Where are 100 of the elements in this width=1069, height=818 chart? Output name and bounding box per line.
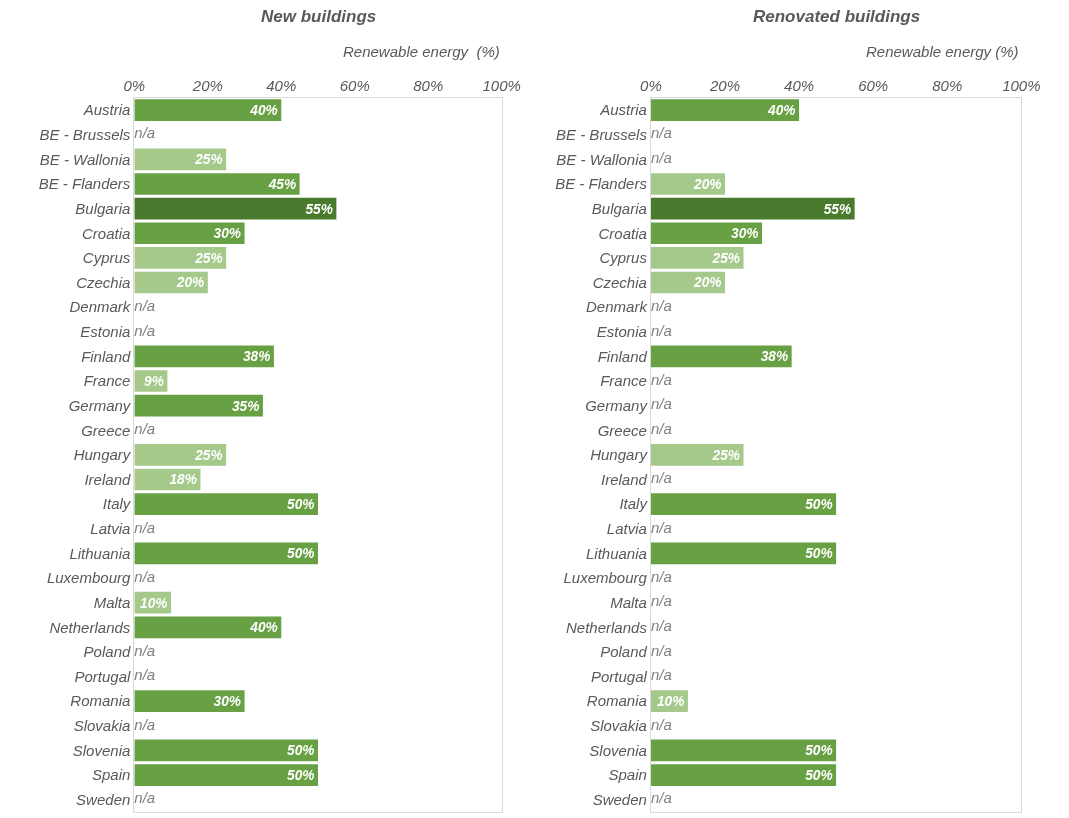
bar — [650, 444, 744, 466]
text: n/a — [134, 124, 156, 142]
y-tick-label: BE - Brussels — [39, 125, 131, 143]
y-tick-label: Finland — [81, 347, 131, 365]
data-label: 50% — [287, 497, 315, 513]
data-label: 20% — [693, 275, 722, 291]
y-tick-label: Poland — [600, 643, 648, 661]
x-axis-title: Renewable energy (%) — [343, 43, 500, 60]
y-tick-label: Greece — [81, 421, 131, 439]
bar — [650, 197, 855, 220]
y-tick-label: Romania — [70, 692, 131, 710]
y-tick-label: Luxembourg — [563, 569, 648, 587]
y-tick-label: Netherlands — [566, 618, 648, 636]
x-tick-label: 0% — [123, 76, 146, 94]
text: n/a — [650, 321, 672, 339]
x-tick-label: 80% — [932, 76, 963, 94]
data-label: 50% — [287, 743, 315, 759]
bar — [650, 739, 837, 762]
y-tick-label: Netherlands — [49, 618, 131, 636]
data-label: 30% — [213, 226, 242, 242]
y-tick-label: BE - Wallonia — [556, 150, 647, 168]
y-tick-label: Luxembourg — [46, 569, 131, 587]
text: n/a — [134, 789, 156, 807]
y-tick-label: Malta — [610, 593, 647, 611]
y-tick-label: Poland — [83, 643, 131, 661]
y-tick-label: BE - Flanders — [555, 175, 648, 193]
x-tick-label: 100% — [482, 76, 521, 94]
text: n/a — [650, 592, 672, 610]
text: n/a — [650, 469, 672, 487]
bar — [134, 222, 245, 245]
x-tick-label: 60% — [339, 76, 370, 94]
bar — [134, 690, 245, 713]
y-tick-label: Lithuania — [69, 544, 131, 562]
text: n/a — [650, 395, 672, 413]
x-tick-label: 40% — [784, 76, 815, 94]
data-label: 30% — [213, 694, 242, 710]
data-label: 20% — [175, 275, 205, 291]
bar — [134, 444, 227, 466]
y-tick-label: Czechia — [76, 273, 131, 291]
bar — [650, 493, 837, 515]
y-tick-label: Spain — [91, 766, 131, 784]
data-label: 50% — [805, 497, 833, 513]
y-tick-label: Estonia — [80, 323, 131, 341]
y-tick-label: France — [83, 372, 131, 390]
text: n/a — [650, 617, 672, 635]
text: n/a — [650, 641, 672, 659]
data-label: 25% — [711, 447, 740, 463]
bar — [650, 764, 837, 786]
y-tick-label: Romania — [586, 692, 647, 710]
text: n/a — [650, 296, 672, 314]
data-label: 10% — [140, 595, 168, 611]
text: n/a — [134, 715, 156, 733]
y-tick-label: Italy — [619, 495, 649, 513]
y-tick-label: Denmark — [69, 298, 132, 316]
bar — [134, 247, 227, 269]
y-tick-label: Bulgaria — [75, 199, 131, 217]
x-tick-label: 20% — [191, 76, 223, 94]
data-label: 45% — [267, 176, 297, 192]
data-label: 55% — [305, 201, 333, 217]
bar — [650, 99, 800, 121]
y-tick-label: Germany — [585, 396, 649, 414]
y-tick-label: Slovakia — [73, 717, 131, 735]
text: n/a — [650, 149, 672, 167]
bar — [650, 345, 792, 368]
x-tick-label: 20% — [708, 76, 740, 94]
y-tick-label: France — [600, 372, 647, 390]
bar — [650, 247, 744, 269]
y-tick-label: Germany — [68, 396, 132, 414]
data-label: 38% — [242, 349, 271, 365]
y-tick-label: BE - Flanders — [38, 175, 131, 193]
text: n/a — [134, 666, 156, 684]
x-tick-label: 100% — [1002, 76, 1041, 94]
x-axis-title: Renewable energy (%) — [866, 43, 1019, 60]
y-tick-label: BE - Brussels — [556, 125, 648, 143]
data-label: 35% — [231, 398, 260, 414]
y-tick-label: Sweden — [76, 790, 131, 808]
text: n/a — [650, 567, 672, 585]
bar — [134, 493, 319, 515]
data-label: 40% — [249, 103, 278, 119]
text: n/a — [650, 420, 672, 438]
data-label: 25% — [194, 250, 223, 266]
data-label: 25% — [711, 250, 740, 266]
y-tick-label: Italy — [102, 495, 132, 513]
text: n/a — [650, 518, 672, 536]
x-tick-label: 80% — [413, 76, 444, 94]
data-label: 50% — [287, 546, 315, 562]
bar — [650, 542, 837, 565]
text: n/a — [134, 296, 156, 314]
data-label: 10% — [656, 694, 685, 710]
bar — [134, 345, 274, 368]
chart-title: Renovated buildings — [753, 7, 921, 26]
y-tick-label: Hungary — [73, 446, 132, 464]
chart-title: New buildings — [261, 7, 377, 26]
y-tick-label: Greece — [597, 421, 647, 439]
data-label: 55% — [823, 201, 852, 217]
text: n/a — [650, 124, 672, 142]
y-tick-label: Ireland — [84, 470, 131, 488]
y-tick-label: Lithuania — [586, 544, 647, 562]
text: n/a — [650, 370, 672, 388]
text: n/a — [650, 715, 672, 733]
